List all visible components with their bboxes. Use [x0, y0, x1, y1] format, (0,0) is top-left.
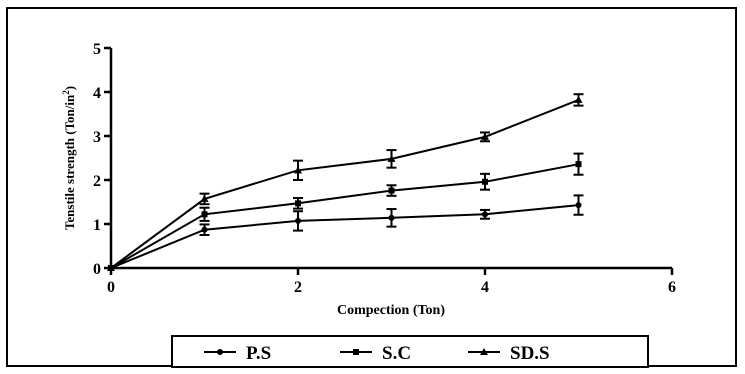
series-layer: [107, 93, 584, 271]
data-point: [295, 217, 301, 224]
legend-marker: [217, 349, 223, 355]
series-line-sd-s: [110, 98, 579, 269]
series-sd-s: [107, 93, 584, 271]
y-ticks: 0 1 2 3 4 5: [93, 41, 111, 278]
y-tick-label: 1: [93, 217, 101, 234]
legend-marker: [480, 348, 488, 355]
data-point: [388, 187, 395, 194]
x-tick-label: 6: [668, 279, 676, 296]
y-axis-label: Tenstile strength (Ton/in2): [61, 86, 77, 230]
x-tick-label: 4: [481, 279, 489, 296]
data-point: [482, 211, 488, 218]
data-point: [294, 166, 302, 174]
y-tick-label: 2: [93, 173, 101, 190]
legend-item-sd-s: SD.S: [468, 343, 550, 364]
data-point: [575, 161, 582, 168]
legend-label: P.S: [246, 343, 271, 364]
y-tick-label: 3: [93, 129, 101, 146]
data-point: [482, 178, 488, 185]
legend-label: S.C: [382, 343, 411, 364]
y-tick-label: 0: [93, 261, 101, 278]
legend-item-p-s: P.S: [204, 343, 271, 364]
data-point: [575, 202, 582, 209]
legend-box: [171, 335, 649, 368]
data-point: [201, 211, 208, 218]
x-tick-label: 0: [107, 279, 115, 296]
x-tick-label: 2: [294, 279, 302, 296]
series-line-s-c: [110, 163, 579, 269]
data-point: [481, 132, 489, 140]
y-tick-label: 5: [93, 41, 101, 58]
axes: [109, 48, 672, 270]
series-p-s: [108, 194, 584, 271]
legend-label: SD.S: [510, 343, 550, 364]
x-ticks: 0 2 4 6: [107, 268, 676, 296]
y-axis-label-superscript: 2: [61, 90, 71, 95]
legend-marker: [353, 349, 359, 355]
x-axis-label: Compection (Ton): [337, 303, 445, 318]
data-point: [387, 154, 396, 162]
data-point: [200, 194, 209, 202]
y-axis-label-close: ): [62, 86, 77, 90]
data-point: [388, 214, 395, 221]
chart-frame: [6, 7, 737, 367]
series-line-p-s: [110, 204, 579, 269]
data-point: [107, 264, 115, 271]
y-tick-label: 4: [93, 85, 101, 102]
y-axis-label-main: Tenstile strength (Ton/in: [62, 94, 77, 230]
legend-item-s-c: S.C: [340, 343, 411, 364]
data-point: [574, 95, 583, 103]
data-point: [295, 200, 301, 207]
legend: P.S S.C SD.S: [171, 335, 649, 368]
data-point: [201, 226, 208, 233]
series-s-c: [108, 152, 584, 271]
